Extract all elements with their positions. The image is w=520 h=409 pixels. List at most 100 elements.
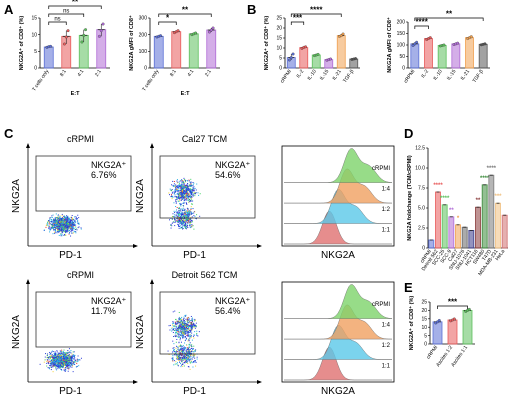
scatter-point (174, 188, 176, 190)
scatter-point (178, 193, 180, 195)
scatter-point (68, 225, 70, 227)
scatter-point (182, 196, 184, 198)
scatter-point (168, 194, 170, 196)
scatter-point (180, 331, 182, 333)
scatter-point (177, 351, 179, 353)
scatter-point (177, 364, 179, 366)
scatter-point (48, 227, 50, 229)
scatter-point (189, 195, 191, 197)
scatter-point (61, 353, 63, 355)
scatter-point (190, 321, 192, 323)
scatter-point (188, 214, 190, 216)
scatter-point (58, 361, 60, 363)
scatter-point (184, 330, 186, 332)
scatter-point (189, 361, 191, 363)
scatter-point (67, 224, 69, 226)
bar (455, 224, 461, 249)
scatter-point (191, 189, 193, 191)
scatter-point (186, 191, 188, 193)
scatter-point (65, 225, 67, 227)
scatter-point (191, 191, 193, 193)
scatter-point (178, 207, 180, 209)
scatter-point (59, 217, 61, 219)
scatter-point (179, 220, 181, 222)
scatter-point (60, 361, 62, 363)
scatter-point (53, 363, 55, 365)
scatter-point (55, 224, 57, 226)
axis-arrow-icon (257, 380, 262, 384)
scatter-point (56, 353, 58, 355)
scatter-point (55, 362, 57, 364)
scatter-point (70, 230, 72, 232)
scatter-point (57, 366, 59, 368)
scatter-point (188, 352, 190, 354)
scatter-point (178, 322, 180, 324)
scatter-point (180, 330, 182, 332)
scatter-point (173, 221, 175, 223)
scatter-point (49, 221, 51, 223)
scatter-point (68, 358, 70, 360)
scatter-point (48, 225, 50, 227)
scatter-point (58, 225, 60, 227)
scatter-point (192, 361, 194, 363)
scatter-point (183, 193, 185, 195)
scatter-point (57, 214, 59, 216)
scatter-point (173, 191, 175, 193)
scatter-point (179, 345, 181, 347)
scatter-point (180, 213, 182, 215)
scatter-point (184, 213, 186, 215)
axis-arrow-icon (26, 279, 30, 284)
scatter-point (60, 225, 62, 227)
scatter-point (62, 227, 64, 229)
scatter-point (177, 222, 179, 224)
scatter-point (49, 351, 51, 353)
scatter-point (182, 363, 184, 365)
histogram-label: 1:2 (382, 343, 391, 349)
scatter-point (65, 223, 67, 225)
scatter-point (176, 216, 178, 218)
scatter-point (189, 330, 191, 332)
scatter-point (182, 225, 184, 227)
scatter-point (174, 225, 176, 227)
scatter-point (189, 359, 191, 361)
scatter-point (49, 217, 51, 219)
scatter-point (179, 214, 181, 216)
scatter-point (61, 235, 63, 237)
scatter-point (58, 230, 60, 232)
scatter-point (55, 219, 57, 221)
scatter-point (177, 200, 179, 202)
scatter-point (180, 208, 182, 210)
scatter-point (54, 232, 56, 234)
scatter-point (187, 190, 189, 192)
scatter-point (64, 217, 66, 219)
gate-box (35, 155, 132, 212)
scatter-point (63, 365, 65, 367)
scatter-point (181, 350, 183, 352)
scatter-point (176, 351, 178, 353)
scatter-point (175, 328, 177, 330)
scatter-point (64, 228, 66, 230)
scatter-point (59, 362, 61, 364)
scatter-point (190, 327, 192, 329)
scatter-point (181, 359, 183, 361)
scatter-point (186, 197, 188, 199)
scatter-point (68, 222, 70, 224)
scatter-point (183, 212, 185, 214)
scatter-point (61, 352, 63, 354)
histogram-curve (284, 210, 392, 245)
scatter-point (70, 219, 72, 221)
x-axis-label: E:T (71, 91, 81, 97)
scatter-point (173, 325, 175, 327)
scatter-point (67, 351, 69, 353)
scatter-point (182, 352, 184, 354)
scatter-point (186, 195, 188, 197)
scatter-point (195, 218, 197, 220)
scatter-point (189, 224, 191, 226)
scatter-point (51, 215, 53, 217)
scatter-point (191, 322, 193, 324)
scatter-point (54, 357, 56, 359)
scatter-point (176, 219, 178, 221)
data-point (101, 22, 105, 26)
scatter-point (193, 355, 195, 357)
scatter-point (59, 360, 61, 362)
